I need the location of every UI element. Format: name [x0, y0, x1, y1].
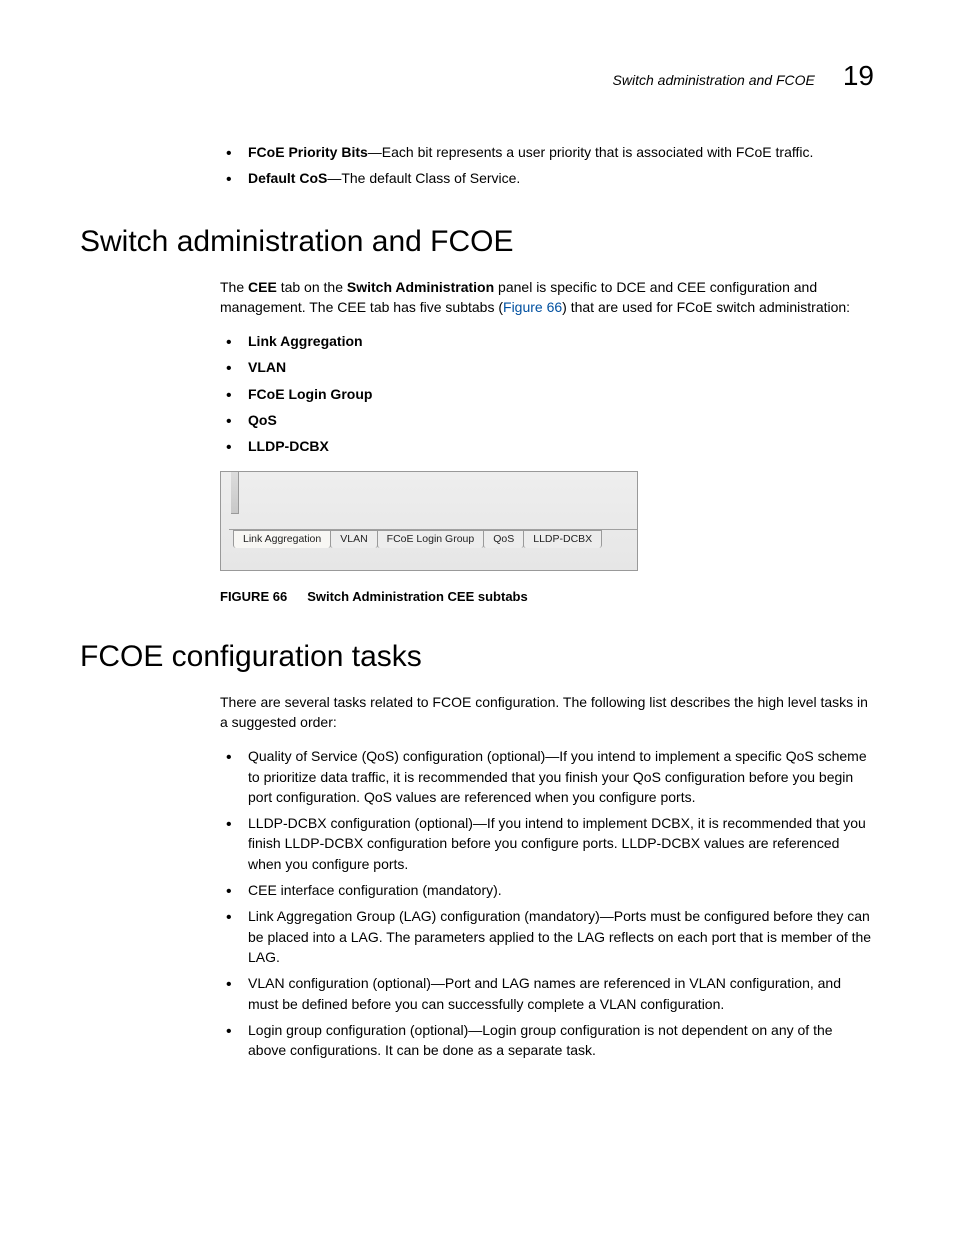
subtab-name: FCoE Login Group	[248, 386, 372, 402]
cee-subtabs-screenshot: Link Aggregation VLAN FCoE Login Group Q…	[220, 471, 638, 571]
subtabs-list: Link Aggregation VLAN FCoE Login Group Q…	[220, 331, 874, 456]
subtab-name: VLAN	[248, 359, 286, 375]
text-run: ) that are used for FCoE switch administ…	[562, 299, 850, 315]
fcoe-tasks-list: Quality of Service (QoS) configuration (…	[220, 746, 874, 1060]
subtab-name: Link Aggregation	[248, 333, 363, 349]
list-item: CEE interface configuration (mandatory).	[220, 880, 874, 900]
subtab-name: LLDP-DCBX	[248, 438, 329, 454]
tab-strip: Link Aggregation VLAN FCoE Login Group Q…	[233, 530, 601, 548]
subtab-name: QoS	[248, 412, 277, 428]
chapter-number: 19	[843, 60, 874, 92]
intro-bullet-list: FCoE Priority Bits—Each bit represents a…	[220, 142, 874, 189]
text-run-bold: CEE	[248, 279, 277, 295]
section-heading-switch-admin: Switch administration and FCOE	[80, 225, 874, 259]
running-title: Switch administration and FCOE	[613, 72, 815, 88]
term: FCoE Priority Bits	[248, 144, 368, 160]
list-item: Quality of Service (QoS) configuration (…	[220, 746, 874, 807]
list-item: Default CoS—The default Class of Service…	[220, 168, 874, 188]
tab-link-aggregation[interactable]: Link Aggregation	[233, 530, 331, 548]
term-desc: —The default Class of Service.	[327, 170, 520, 186]
page-header: Switch administration and FCOE 19	[80, 60, 874, 92]
panel-edge	[231, 472, 239, 514]
text-run: The	[220, 279, 248, 295]
list-item: LLDP-DCBX configuration (optional)—If yo…	[220, 813, 874, 874]
tab-vlan[interactable]: VLAN	[330, 530, 377, 548]
list-item: FCoE Login Group	[220, 384, 874, 404]
list-item: Link Aggregation Group (LAG) configurati…	[220, 906, 874, 967]
tab-lldp-dcbx[interactable]: LLDP-DCBX	[523, 530, 602, 548]
list-item: VLAN	[220, 357, 874, 377]
section2-intro: There are several tasks related to FCOE …	[220, 692, 874, 733]
list-item: VLAN configuration (optional)—Port and L…	[220, 973, 874, 1014]
list-item: Login group configuration (optional)—Log…	[220, 1020, 874, 1061]
tab-fcoe-login-group[interactable]: FCoE Login Group	[377, 530, 485, 548]
list-item: Link Aggregation	[220, 331, 874, 351]
tab-qos[interactable]: QoS	[483, 530, 524, 548]
list-item: FCoE Priority Bits—Each bit represents a…	[220, 142, 874, 162]
section1-paragraph: The CEE tab on the Switch Administration…	[220, 277, 874, 318]
list-item: QoS	[220, 410, 874, 430]
section-heading-fcoe-tasks: FCOE configuration tasks	[80, 640, 874, 674]
figure-caption: FIGURE 66 Switch Administration CEE subta…	[220, 589, 874, 604]
figure-caption-text: Switch Administration CEE subtabs	[307, 589, 528, 604]
text-run-bold: Switch Administration	[347, 279, 494, 295]
term: Default CoS	[248, 170, 327, 186]
figure-reference-link[interactable]: Figure 66	[503, 299, 562, 315]
figure-label: FIGURE 66	[220, 589, 287, 604]
list-item: LLDP-DCBX	[220, 436, 874, 456]
term-desc: —Each bit represents a user priority tha…	[368, 144, 814, 160]
figure-66: Link Aggregation VLAN FCoE Login Group Q…	[220, 471, 874, 604]
text-run: tab on the	[277, 279, 347, 295]
